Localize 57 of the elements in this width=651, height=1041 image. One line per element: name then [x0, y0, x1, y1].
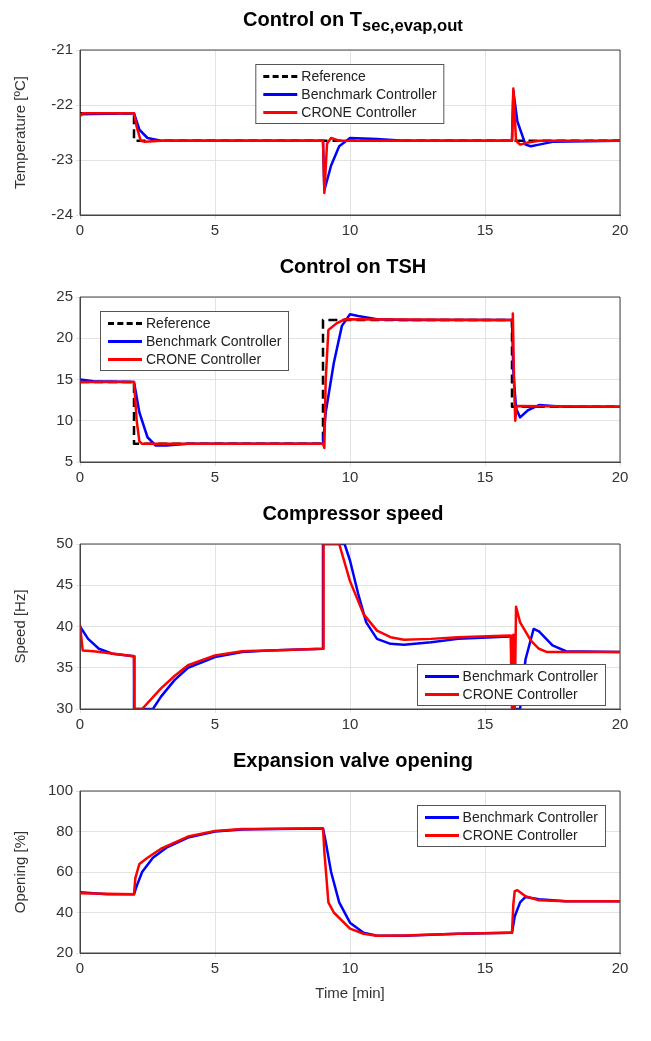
- x-tick-label: 15: [476, 959, 494, 977]
- x-tick-label: 20: [611, 959, 629, 977]
- y-tick-label: 80: [56, 821, 73, 839]
- chart-title: Control on TSH: [278, 255, 428, 279]
- x-tick-label: 15: [476, 221, 494, 239]
- x-tick-label: 0: [75, 468, 85, 486]
- x-tick-label: 5: [210, 715, 220, 733]
- legend-label: Benchmark Controller: [301, 85, 437, 103]
- chart-title: Expansion valve opening: [231, 749, 475, 773]
- x-tick-label: 15: [476, 715, 494, 733]
- chart-title: Compressor speed: [261, 502, 445, 526]
- x-tick-label: 5: [210, 221, 220, 239]
- legend-label: Benchmark Controller: [462, 667, 598, 685]
- legend-label: Benchmark Controller: [146, 332, 282, 350]
- x-tick-label: 15: [476, 468, 494, 486]
- x-tick-label: 5: [210, 959, 220, 977]
- y-tick-label: 60: [56, 862, 73, 880]
- x-tick-label: 10: [341, 468, 359, 486]
- x-tick-label: 10: [341, 221, 359, 239]
- legend-label: Reference: [301, 67, 366, 85]
- x-tick-label: 20: [611, 221, 629, 239]
- x-tick-label: 20: [611, 715, 629, 733]
- y-tick-label: 25: [56, 287, 73, 305]
- y-tick-label: 20: [56, 943, 73, 961]
- y-tick-label: 5: [64, 452, 73, 470]
- x-tick-label: 0: [75, 715, 85, 733]
- x-tick-label: 10: [341, 959, 359, 977]
- y-tick-label: 45: [56, 575, 73, 593]
- legend-label: CRONE Controller: [146, 350, 262, 368]
- y-tick-label: 30: [56, 699, 73, 717]
- y-axis-title: Temperature [ºC]: [11, 75, 29, 190]
- chart-title: Control on T$_{sec,evap,out}$: [242, 8, 464, 37]
- y-tick-label: 100: [47, 781, 73, 799]
- y-tick-label: 50: [56, 534, 73, 552]
- y-tick-label: 20: [56, 328, 73, 346]
- legend-label: Benchmark Controller: [462, 808, 598, 826]
- x-tick-label: 0: [75, 221, 85, 239]
- y-tick-label: 40: [56, 616, 73, 634]
- y-tick-label: -24: [51, 205, 73, 223]
- legend-label: CRONE Controller: [462, 685, 578, 703]
- x-tick-label: 20: [611, 468, 629, 486]
- x-tick-label: 5: [210, 468, 220, 486]
- legend-label: CRONE Controller: [301, 103, 417, 121]
- x-axis-title: Time [min]: [315, 984, 385, 1002]
- x-tick-label: 0: [75, 959, 85, 977]
- legend-label: Reference: [146, 314, 211, 332]
- x-tick-label: 10: [341, 715, 359, 733]
- y-tick-label: 40: [56, 902, 73, 920]
- y-tick-label: -23: [51, 150, 73, 168]
- y-tick-label: -22: [51, 95, 73, 113]
- y-axis-title: Speed [Hz]: [11, 589, 29, 664]
- y-axis-title: Opening [%]: [11, 830, 29, 914]
- y-tick-label: 35: [56, 657, 73, 675]
- y-tick-label: -21: [51, 40, 73, 58]
- legend-label: CRONE Controller: [462, 826, 578, 844]
- y-tick-label: 10: [56, 410, 73, 428]
- y-tick-label: 15: [56, 369, 73, 387]
